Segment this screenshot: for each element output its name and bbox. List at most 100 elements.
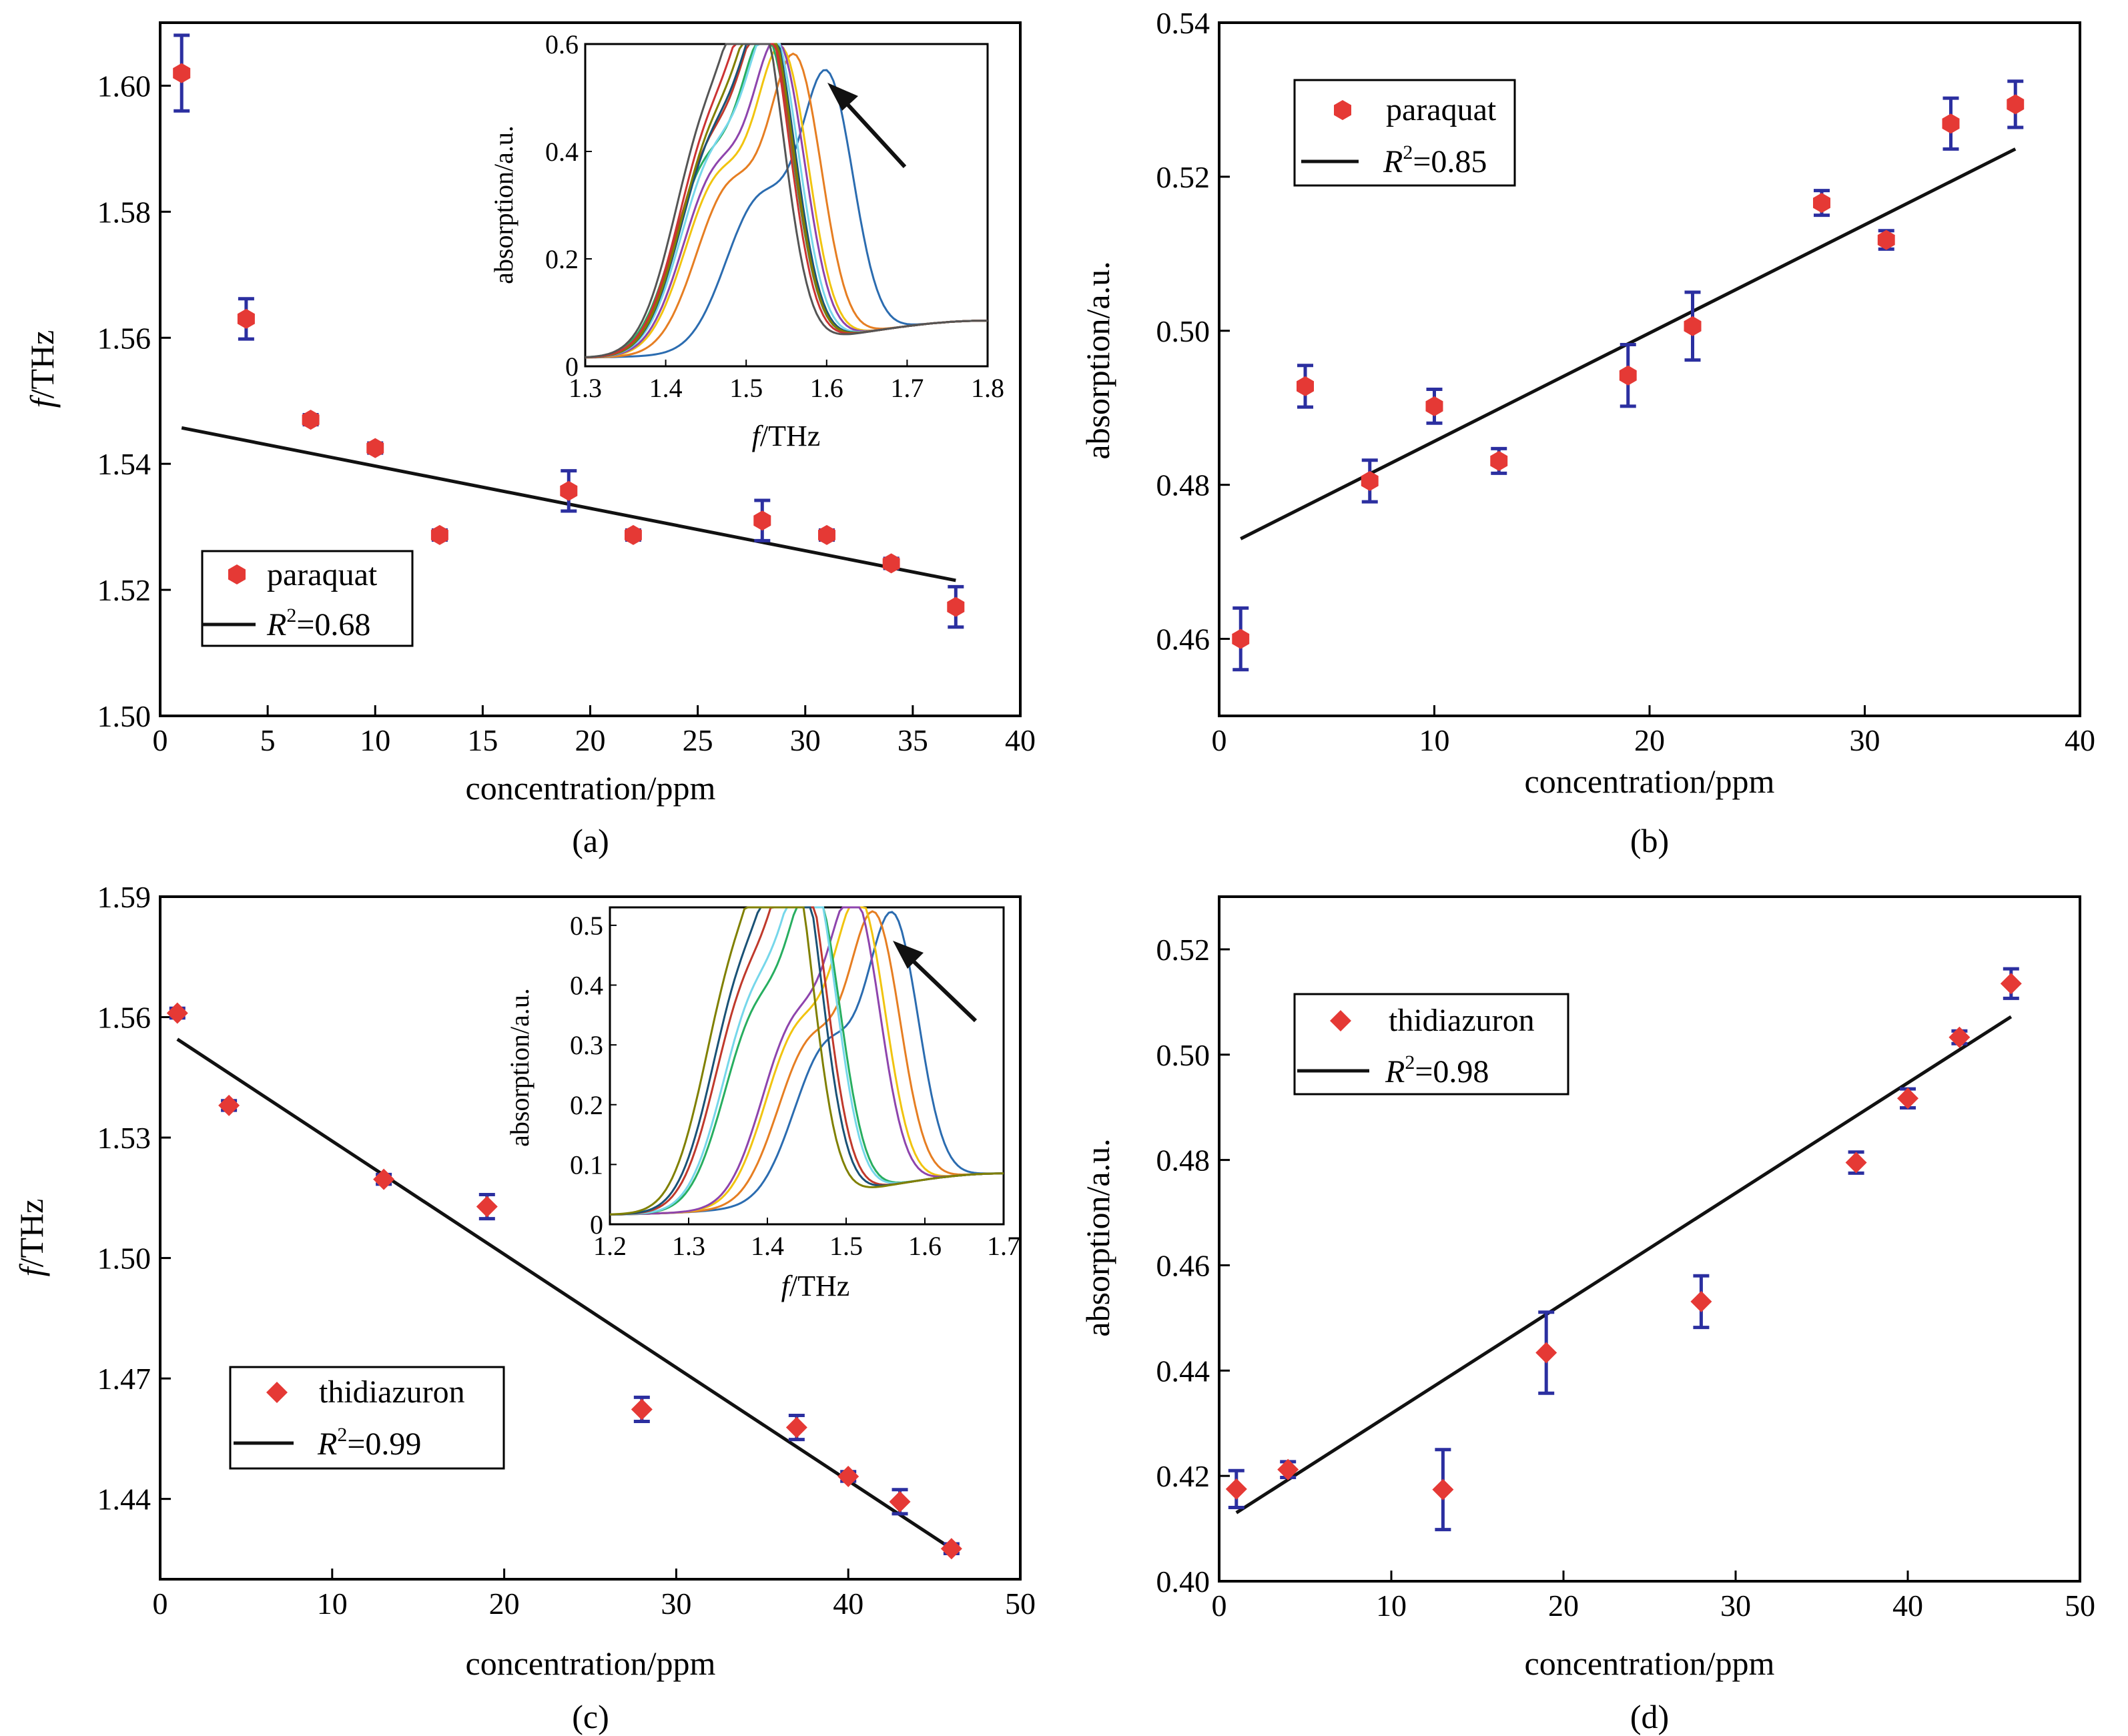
x-tick-label: 10 [360,723,390,757]
data-point [1535,1342,1557,1364]
inset-x-tick-label: 1.4 [649,373,683,403]
data-point [753,510,771,531]
inset-curves: 1.2 1.3 1.4 1.5 1.6 1.7 0 0.1 0.2 0.3 0.4 0.5 [570,906,1020,1261]
x-tick-label: 40 [833,1587,863,1621]
x-tick-label: 20 [489,1587,520,1621]
data-point [166,1002,188,1024]
x-axis-label: concentration/ppm [466,769,716,807]
y-tick-label: 1.47 [97,1362,151,1396]
data-point [1361,470,1379,491]
data-layer: 0 5 10 15 20 25 30 35 401.501.521.541.561.581.60 [97,33,1036,757]
data-point [173,63,191,83]
legend: thidiazuron R2=0.98 [1293,993,1569,1096]
x-tick-label: 10 [317,1587,348,1621]
panel-c: 0 10 20 30 40 501.441.471.501.531.561.59 conc… [13,880,1036,1735]
x-axis-label: concentration/ppm [1525,1645,1775,1682]
x-axis-label: concentration/ppm [466,1645,716,1682]
data-point [1619,365,1637,386]
inset-x-tick-label: 1.5 [729,373,763,403]
inset-y-tick-label: 0.4 [570,971,603,1001]
x-tick-label: 40 [2065,723,2095,757]
data-point [1334,100,1351,120]
inset-x-tick-label: 1.3 [569,373,602,403]
data-point [631,1398,653,1420]
legend-box [1293,79,1516,187]
inset-y-tick-label: 0.5 [570,911,603,941]
y-tick-label: 1.44 [97,1482,151,1516]
y-tick-label: 0.40 [1156,1565,1210,1599]
panel-caption: (a) [572,822,609,859]
panel-a: 0 5 10 15 20 25 30 35 401.501.521.541.561.581.60… [23,21,1036,859]
y-tick-label: 1.54 [97,447,151,481]
x-tick-label: 30 [1720,1589,1751,1623]
y-tick-label: 1.60 [97,69,151,103]
x-tick-label: 40 [1892,1589,1923,1623]
arrow-icon [893,941,978,1023]
y-tick-label: 1.50 [97,699,151,733]
x-tick-label: 50 [2065,1589,2095,1623]
y-tick-label: 0.46 [1156,1248,1210,1282]
inset-curves: 1.3 1.4 1.5 1.6 1.7 1.8 0 0.2 0.4 0.6 [545,29,1004,403]
y-tick-label: 1.50 [97,1242,151,1276]
data-point [1277,1458,1299,1480]
data-point [237,308,255,329]
data-point [560,480,578,501]
y-tick-label: 0.54 [1156,6,1210,40]
data-point [1942,113,1960,134]
data-point [947,596,965,617]
inset-y-tick-label: 0.1 [570,1150,603,1180]
plot-frame [159,895,1022,1581]
legend-marker [228,564,246,584]
data-point [837,1465,859,1487]
inset-x-tick-label: 1.4 [751,1231,784,1261]
x-tick-label: 5 [260,723,276,757]
y-tick-label: 0.52 [1156,160,1210,194]
y-tick-label: 0.50 [1156,314,1210,348]
panel-caption: (c) [572,1698,609,1735]
spectrum-curve [609,906,1004,1216]
inset-plot: 1.2 1.3 1.4 1.5 1.6 1.7 0 0.1 0.2 0.3 0.4 0.5 f/THz… [504,906,1020,1302]
y-axis-label: absorption/a.u. [1079,261,1116,459]
data-point [785,1416,807,1438]
legend-fit-label: R2=0.68 [266,604,370,642]
arrow-icon [827,83,907,169]
legend: thidiazuron R2=0.99 [229,1366,505,1470]
x-tick-label: 20 [1634,723,1665,757]
inset-x-tick-label: 1.7 [890,373,924,403]
inset-x-label: f/THz [781,1270,850,1302]
y-tick-label: 0.42 [1156,1459,1210,1493]
legend-series-label: thidiazuron [319,1374,465,1410]
data-point [1225,1478,1247,1500]
data-point [1297,376,1314,396]
x-tick-label: 10 [1376,1589,1407,1623]
inset-y-tick-label: 0.4 [545,137,579,167]
inset-y-tick-label: 0 [590,1210,603,1240]
data-point [940,1538,962,1560]
data-point [1490,450,1508,471]
fit-line [1235,1015,2013,1514]
spectrum-curve [609,906,1004,1216]
data-point [1425,396,1443,416]
y-tick-label: 0.48 [1156,468,1210,502]
inset-x-tick-label: 1.2 [593,1231,627,1261]
inset-y-tick-label: 0.2 [570,1090,603,1120]
panel-d: 0 10 20 30 40 500.400.420.440.460.480.500.52 … [1079,895,2095,1735]
inset-y-tick-label: 0.3 [570,1030,603,1060]
panel-caption: (d) [1630,1698,1669,1735]
legend-fit-label: R2=0.85 [1383,141,1487,179]
legend-series-label: thidiazuron [1389,1003,1535,1038]
legend-fit-label: R2=0.98 [1385,1051,1489,1090]
data-point [1813,193,1830,213]
data-point [373,1168,395,1190]
data-point [1948,1026,1971,1048]
inset-y-tick-label: 0 [565,352,579,382]
legend: paraquat R2=0.68 [201,550,414,647]
inset-y-label: absorption/a.u. [504,988,535,1147]
y-tick-label: 0.44 [1156,1354,1210,1388]
data-point [1897,1088,1918,1110]
data-point [889,1490,911,1512]
inset-y-tick-label: 0.2 [545,244,579,274]
legend-box [201,550,414,647]
inset-x-tick-label: 1.8 [971,373,1004,403]
